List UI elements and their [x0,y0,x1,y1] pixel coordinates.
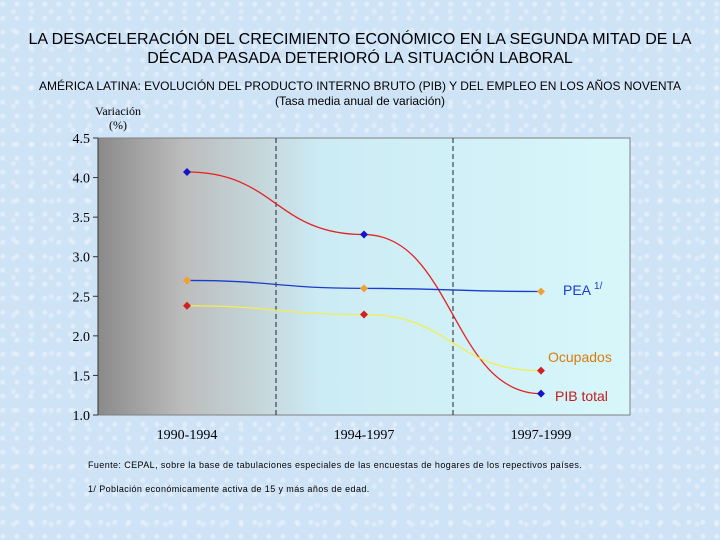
series-label-2: Ocupados [548,349,612,365]
chart-title: LA DESACELERACIÓN DEL CRECIMIENTO ECONÓM… [10,30,710,68]
subtitle-line-1: AMÉRICA LATINA: EVOLUCIÓN DEL PRODUCTO I… [39,79,681,93]
y-tick-label: 4.0 [73,172,91,187]
y-tick-label: 3.5 [73,211,91,226]
series-2-point-1 [360,310,368,319]
series-0-point-0 [183,168,191,177]
series-0-point-2 [537,389,545,398]
series-label-0: PIB total [555,388,608,404]
footnote-pea: 1/ Población económicamente activa de 15… [88,484,370,494]
y-tick-label: 1.0 [73,409,91,424]
series-0-point-1 [360,230,368,239]
y-axis-title-line-1: Variación [95,104,141,118]
series-1-point-1 [360,284,368,293]
title-line-1: LA DESACELERACIÓN DEL CRECIMIENTO ECONÓM… [28,31,692,48]
y-axis-title-line-2: (%) [109,118,127,132]
y-tick-label: 1.5 [73,369,91,384]
series-2-point-0 [183,301,191,310]
y-axis-title: Variación (%) [78,104,158,132]
chart-subtitle: AMÉRICA LATINA: EVOLUCIÓN DEL PRODUCTO I… [10,79,710,109]
x-tick-label: 1994-1997 [334,428,395,443]
subtitle-line-2: (Tasa media anual de variación) [274,94,446,108]
y-tick-label: 2.0 [73,330,91,345]
series-1-point-0 [183,276,191,285]
series-label-superscript: 1/ [594,281,603,292]
y-tick-label: 2.5 [73,290,91,305]
title-line-2: DÉCADA PASADA DETERIORÓ LA SITUACIÓN LAB… [147,50,573,67]
footnote-source: Fuente: CEPAL, sobre la base de tabulaci… [88,460,583,470]
x-tick-label: 1997-1999 [511,428,572,443]
plot-area [97,137,631,416]
series-line-0 [186,171,542,395]
y-tick-label: 4.5 [73,132,91,147]
series-1-point-2 [537,287,545,296]
y-tick-label: 3.0 [73,251,91,266]
x-tick-label: 1990-1994 [157,428,218,443]
series-2-point-2 [537,366,545,375]
